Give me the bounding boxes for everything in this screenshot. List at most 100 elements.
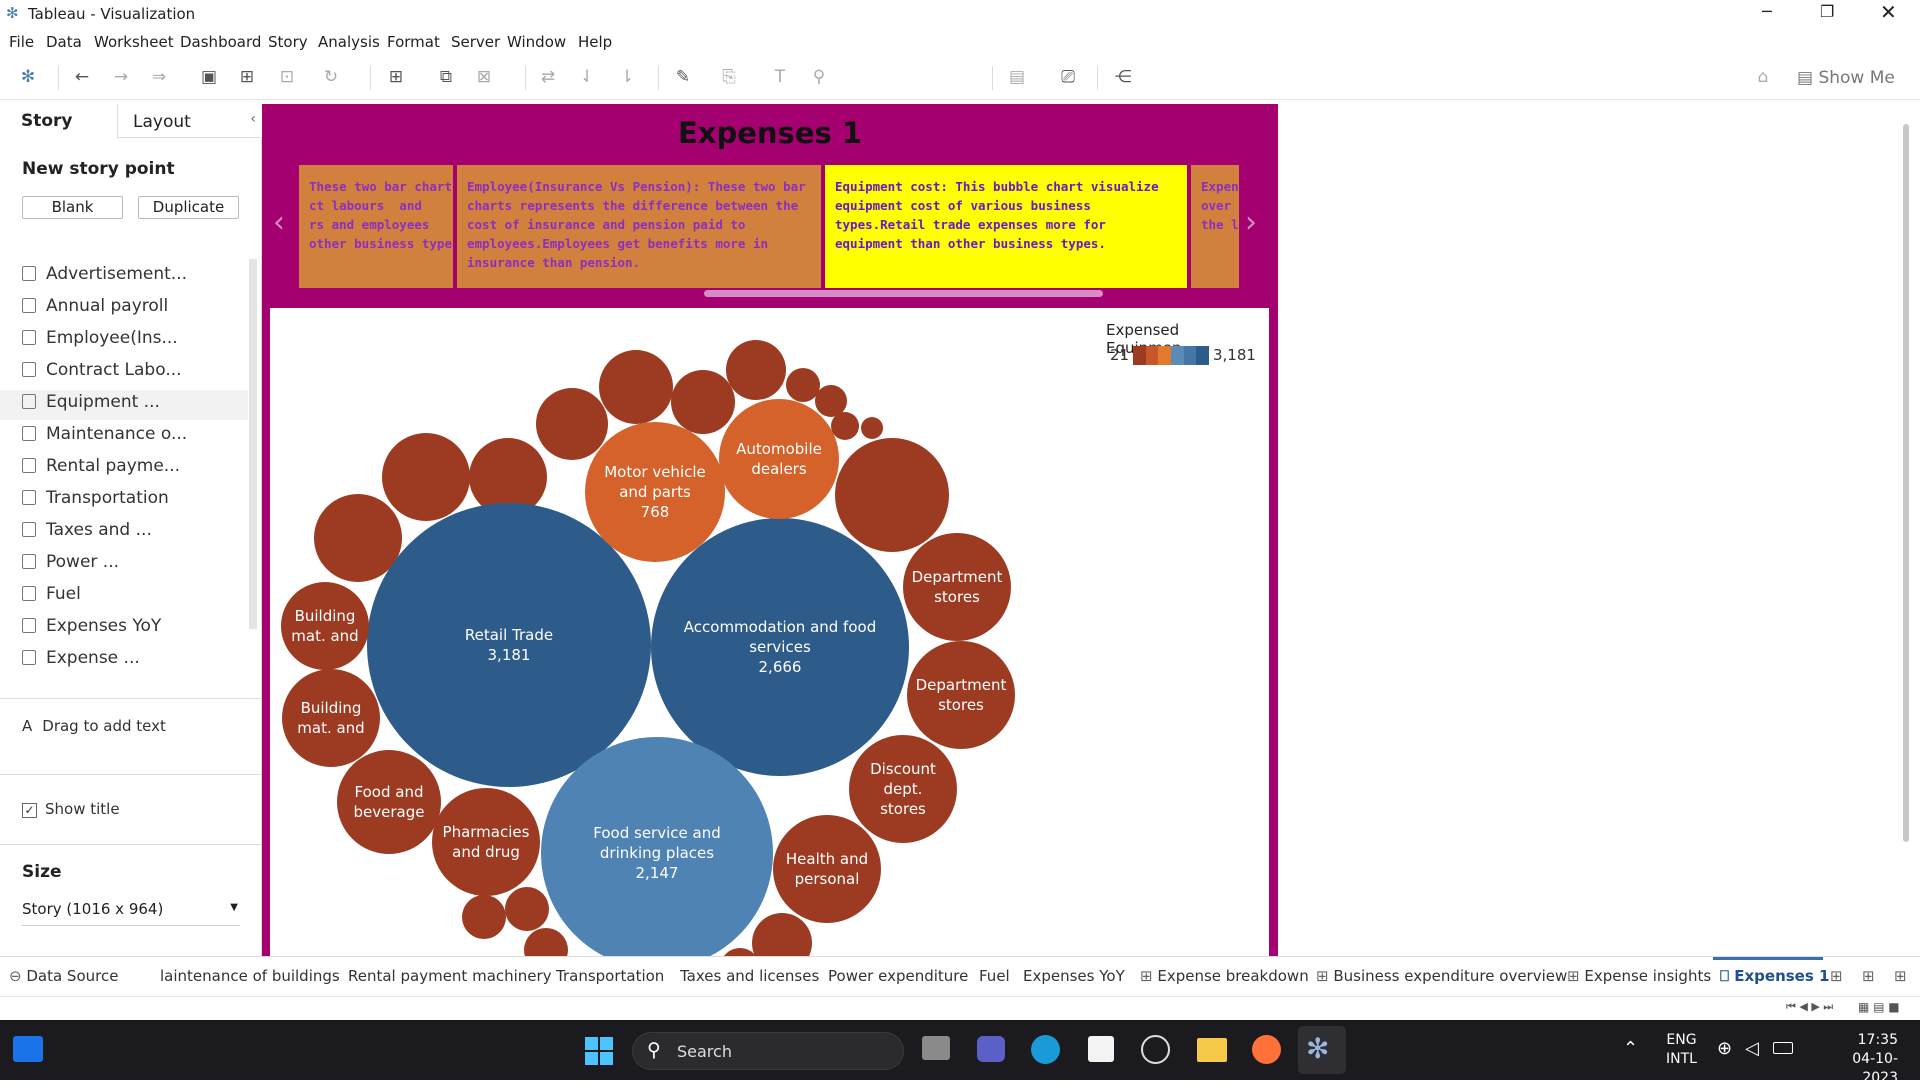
- widgets-icon[interactable]: [13, 1036, 43, 1062]
- menu-data[interactable]: Data: [46, 33, 82, 51]
- bubble[interactable]: [314, 494, 402, 582]
- show-title-checkbox[interactable]: ✓ Show title: [22, 800, 120, 818]
- bubble[interactable]: [815, 385, 847, 417]
- language-indicator[interactable]: ENG INTL: [1666, 1032, 1697, 1067]
- sheet-item[interactable]: Taxes and ...: [22, 520, 152, 540]
- menu-worksheet[interactable]: Worksheet: [94, 33, 174, 51]
- undo-icon[interactable]: ←: [74, 67, 90, 87]
- edge-icon[interactable]: [1031, 1035, 1060, 1064]
- sheet-item[interactable]: Expenses YoY: [22, 616, 161, 636]
- file-explorer-icon[interactable]: [1197, 1038, 1227, 1062]
- search-box[interactable]: ⚲ Search: [632, 1032, 904, 1070]
- drag-text-item[interactable]: A Drag to add text: [22, 717, 166, 735]
- sheet-item[interactable]: Annual payroll: [22, 296, 168, 316]
- bubble[interactable]: [281, 582, 369, 670]
- blank-button[interactable]: Blank: [22, 196, 123, 219]
- sheet-item[interactable]: Employee(Ins...: [22, 328, 178, 348]
- menu-help[interactable]: Help: [578, 33, 613, 51]
- tab-sheet[interactable]: Taxes and licenses: [680, 967, 820, 985]
- duplicate-sheet-icon[interactable]: ⧉: [439, 67, 453, 87]
- store-icon[interactable]: [1088, 1036, 1114, 1062]
- sheet-nav-icons[interactable]: ⏮ ◀ ▶ ⏭: [1786, 1000, 1834, 1013]
- show-cards-icon[interactable]: ▤: [1008, 67, 1026, 87]
- color-legend-ramp[interactable]: [1133, 346, 1210, 365]
- bubble[interactable]: [861, 417, 883, 439]
- bubble[interactable]: [541, 737, 773, 956]
- duplicate-button[interactable]: Duplicate: [138, 196, 239, 219]
- menu-file[interactable]: File: [9, 33, 35, 51]
- maximize-button[interactable]: ❐: [1820, 2, 1835, 21]
- share-icon[interactable]: ⋲: [1114, 67, 1132, 87]
- teams-icon[interactable]: [977, 1036, 1005, 1062]
- bubble[interactable]: [599, 350, 673, 424]
- bubble[interactable]: [773, 815, 881, 923]
- view-toggle-icons[interactable]: ▦ ▤ ■: [1858, 1000, 1900, 1014]
- clock[interactable]: 17:35 04-10-2023: [1852, 1032, 1898, 1086]
- pause-updates-icon[interactable]: ⊡: [279, 67, 295, 87]
- bubble[interactable]: [524, 928, 568, 956]
- tableau-home-icon[interactable]: ✻: [20, 67, 36, 87]
- bubble[interactable]: [337, 750, 441, 854]
- save-icon[interactable]: ▣: [200, 67, 218, 87]
- menu-format[interactable]: Format: [387, 33, 440, 51]
- bubble[interactable]: [367, 503, 651, 787]
- volume-icon[interactable]: ◁: [1745, 1038, 1759, 1059]
- menu-server[interactable]: Server: [451, 33, 501, 51]
- tab-sheet[interactable]: Transportation: [556, 967, 665, 985]
- tooltip-icon[interactable]: ⌂: [1757, 67, 1769, 87]
- network-icon[interactable]: ⊕: [1717, 1038, 1733, 1059]
- new-worksheet-icon[interactable]: ⊞: [388, 67, 404, 87]
- tab-story-active[interactable]: ⎕ Expenses 1: [1720, 967, 1830, 985]
- sheet-item-selected[interactable]: Equipment ...: [22, 392, 160, 412]
- new-datasource-icon[interactable]: ⊞: [239, 67, 255, 87]
- sheet-item[interactable]: Maintenance o...: [22, 424, 187, 444]
- bubble[interactable]: [786, 368, 820, 402]
- tab-dashboard[interactable]: ⊞ Business expenditure overview: [1316, 967, 1568, 985]
- bubble[interactable]: [651, 518, 909, 776]
- story-point-caption[interactable]: Employee(Insurance Vs Pension): These tw…: [455, 165, 821, 288]
- tab-sheet[interactable]: Power expenditure: [828, 967, 969, 985]
- tableau-taskbar-icon[interactable]: ✻: [1306, 1032, 1330, 1065]
- battery-icon[interactable]: [1773, 1042, 1793, 1054]
- tab-data-source[interactable]: ⊖ Data Source: [9, 967, 119, 985]
- sheet-item[interactable]: Transportation: [22, 488, 169, 508]
- bubble[interactable]: [505, 887, 549, 931]
- tab-sheet[interactable]: Expenses YoY: [1023, 967, 1125, 985]
- sheet-item[interactable]: Advertisement...: [22, 264, 187, 284]
- navigator-scrollbar[interactable]: [704, 290, 1103, 297]
- refresh-icon[interactable]: ↻: [323, 67, 339, 87]
- bubble[interactable]: [719, 399, 839, 519]
- bubble[interactable]: [831, 412, 859, 440]
- story-point-caption[interactable]: These two bar charts ct labours and rs a…: [299, 165, 453, 288]
- menu-analysis[interactable]: Analysis: [318, 33, 380, 51]
- firefox-icon[interactable]: [1252, 1035, 1281, 1064]
- sheet-item[interactable]: Rental payme...: [22, 456, 180, 476]
- bubble[interactable]: [462, 895, 506, 939]
- show-me-button[interactable]: ▤ Show Me: [1797, 68, 1895, 88]
- tab-sheet[interactable]: laintenance of buildings: [160, 967, 340, 985]
- bubble[interactable]: [726, 340, 786, 400]
- bubble[interactable]: [903, 533, 1011, 641]
- tab-dashboard[interactable]: ⊞ Expense breakdown: [1140, 967, 1309, 985]
- bubble[interactable]: [907, 641, 1015, 749]
- tab-dashboard[interactable]: ⊞ Expense insights: [1567, 967, 1712, 985]
- new-worksheet-tab-icon[interactable]: ⊞: [1830, 967, 1843, 985]
- presentation-icon[interactable]: ⎚: [1061, 67, 1075, 87]
- bubble[interactable]: [432, 788, 540, 896]
- bubble[interactable]: [671, 370, 735, 434]
- bubble[interactable]: [536, 388, 608, 460]
- menu-window[interactable]: Window: [507, 33, 567, 51]
- bubble[interactable]: [849, 735, 957, 843]
- bubble[interactable]: [720, 948, 760, 956]
- navigator-next-icon[interactable]: ›: [1245, 205, 1257, 240]
- sort-desc-icon[interactable]: ⇂: [619, 67, 635, 87]
- highlight-icon[interactable]: ✎: [675, 67, 691, 87]
- clear-sheet-icon[interactable]: ⊠: [476, 67, 492, 87]
- start-icon[interactable]: [585, 1037, 613, 1065]
- sort-asc-icon[interactable]: ⇃: [579, 67, 595, 87]
- bubble[interactable]: [835, 438, 949, 552]
- dashboard-item[interactable]: Expense ...: [22, 648, 140, 668]
- minimize-button[interactable]: ─: [1762, 2, 1772, 21]
- size-dropdown[interactable]: Story (1016 x 964) ▼: [22, 900, 240, 926]
- canvas-scrollbar[interactable]: [1903, 124, 1909, 842]
